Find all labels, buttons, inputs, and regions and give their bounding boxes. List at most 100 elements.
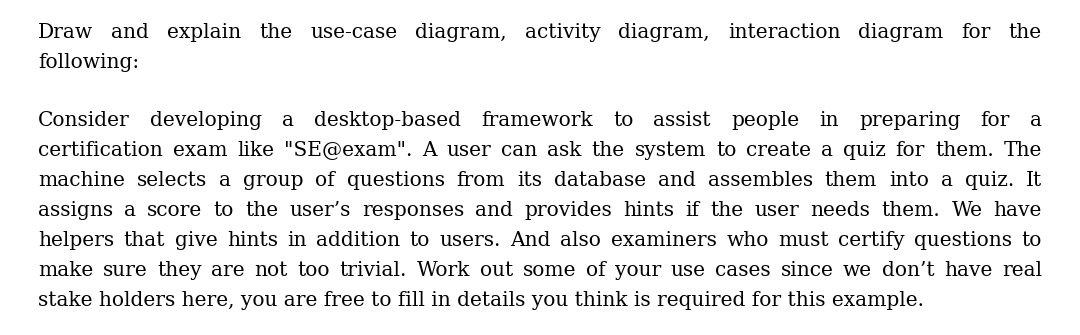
Text: The: The (1003, 141, 1042, 160)
Text: user: user (447, 141, 491, 160)
Text: explain: explain (167, 23, 241, 43)
Text: stake holders here, you are free to fill in details you think is required for th: stake holders here, you are free to fill… (38, 291, 924, 311)
Text: and: and (475, 201, 513, 220)
Text: diagram: diagram (859, 23, 944, 43)
Text: the: the (1009, 23, 1042, 43)
Text: exam: exam (173, 141, 227, 160)
Text: selects: selects (137, 172, 207, 191)
Text: desktop-based: desktop-based (314, 112, 461, 131)
Text: score: score (147, 201, 203, 220)
Text: to: to (716, 141, 737, 160)
Text: to: to (1022, 231, 1042, 251)
Text: in: in (820, 112, 839, 131)
Text: preparing: preparing (859, 112, 960, 131)
Text: machine: machine (38, 172, 125, 191)
Text: certify: certify (838, 231, 905, 251)
Text: system: system (635, 141, 706, 160)
Text: have: have (994, 201, 1042, 220)
Text: Consider: Consider (38, 112, 130, 131)
Text: who: who (726, 231, 769, 251)
Text: of: of (315, 172, 335, 191)
Text: a: a (282, 112, 294, 131)
Text: into: into (889, 172, 929, 191)
Text: needs: needs (811, 201, 870, 220)
Text: helpers: helpers (38, 231, 114, 251)
Text: to: to (214, 201, 234, 220)
Text: real: real (1002, 262, 1042, 280)
Text: they: they (158, 262, 202, 280)
Text: interaction: interaction (728, 23, 840, 43)
Text: and: and (111, 23, 149, 43)
Text: framework: framework (482, 112, 593, 131)
Text: quiz: quiz (843, 141, 886, 160)
Text: developing: developing (150, 112, 261, 131)
Text: use: use (671, 262, 705, 280)
Text: its: its (517, 172, 542, 191)
Text: assist: assist (653, 112, 711, 131)
Text: We: We (951, 201, 983, 220)
Text: from: from (457, 172, 505, 191)
Text: since: since (781, 262, 834, 280)
Text: assembles: assembles (707, 172, 813, 191)
Text: following:: following: (38, 54, 139, 72)
Text: we: we (843, 262, 872, 280)
Text: And: And (511, 231, 551, 251)
Text: a: a (219, 172, 231, 191)
Text: for: for (895, 141, 926, 160)
Text: database: database (554, 172, 646, 191)
Text: can: can (501, 141, 538, 160)
Text: also: also (561, 231, 602, 251)
Text: sure: sure (103, 262, 148, 280)
Text: some: some (523, 262, 576, 280)
Text: assigns: assigns (38, 201, 113, 220)
Text: user: user (755, 201, 799, 220)
Text: the: the (245, 201, 279, 220)
Text: A: A (422, 141, 436, 160)
Text: ask: ask (548, 141, 582, 160)
Text: the: the (259, 23, 292, 43)
Text: hints: hints (623, 201, 674, 220)
Text: of: of (585, 262, 605, 280)
Text: out: out (480, 262, 513, 280)
Text: diagram,: diagram, (415, 23, 507, 43)
Text: "SE@exam".: "SE@exam". (284, 141, 413, 160)
Text: and: and (658, 172, 696, 191)
Text: people: people (731, 112, 799, 131)
Text: It: It (1026, 172, 1042, 191)
Text: your: your (615, 262, 661, 280)
Text: Draw: Draw (38, 23, 93, 43)
Text: users.: users. (440, 231, 501, 251)
Text: hints: hints (227, 231, 278, 251)
Text: questions: questions (347, 172, 445, 191)
Text: don’t: don’t (881, 262, 934, 280)
Text: for: for (961, 23, 991, 43)
Text: create: create (746, 141, 811, 160)
Text: them.: them. (935, 141, 994, 160)
Text: not: not (255, 262, 288, 280)
Text: a: a (821, 141, 833, 160)
Text: to: to (613, 112, 633, 131)
Text: must: must (778, 231, 828, 251)
Text: the: the (592, 141, 625, 160)
Text: responses: responses (362, 201, 464, 220)
Text: the: the (711, 201, 744, 220)
Text: examiners: examiners (611, 231, 717, 251)
Text: a: a (941, 172, 953, 191)
Text: activity: activity (525, 23, 600, 43)
Text: certification: certification (38, 141, 163, 160)
Text: Work: Work (417, 262, 470, 280)
Text: are: are (212, 262, 245, 280)
Text: them: them (825, 172, 877, 191)
Text: cases: cases (715, 262, 771, 280)
Text: have: have (944, 262, 993, 280)
Text: in: in (287, 231, 307, 251)
Text: too: too (298, 262, 330, 280)
Text: a: a (1030, 112, 1042, 131)
Text: a: a (124, 201, 136, 220)
Text: use-case: use-case (310, 23, 397, 43)
Text: group: group (243, 172, 303, 191)
Text: user’s: user’s (289, 201, 351, 220)
Text: them.: them. (881, 201, 941, 220)
Text: give: give (175, 231, 217, 251)
Text: make: make (38, 262, 93, 280)
